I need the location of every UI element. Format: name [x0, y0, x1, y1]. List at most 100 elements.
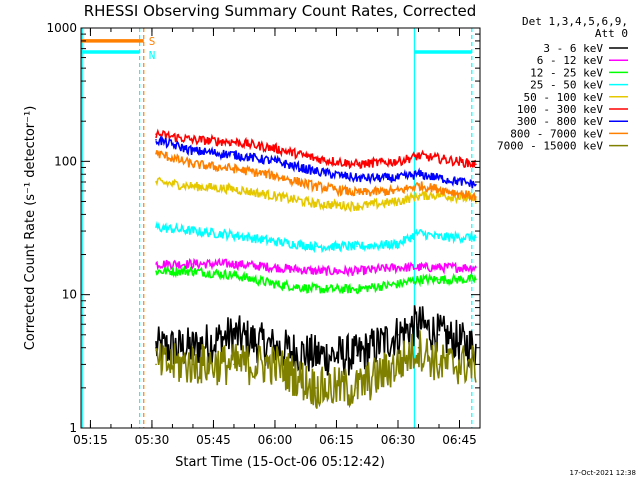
- series-point: [417, 173, 420, 176]
- series-point: [233, 234, 235, 236]
- series-25-50-kev: [155, 220, 477, 254]
- series-point: [417, 195, 420, 197]
- series-point: [397, 243, 399, 245]
- series-point: [417, 155, 420, 157]
- y-tick-label: 100: [54, 154, 77, 168]
- series-point: [438, 177, 440, 179]
- flag-annotation: N: [149, 49, 156, 62]
- series-point: [233, 274, 235, 276]
- series-point: [475, 236, 477, 238]
- series-point: [155, 139, 157, 141]
- plot-frame: [80, 27, 481, 429]
- series-100-300-kev: [155, 128, 477, 170]
- series-point: [192, 263, 194, 265]
- series-point: [438, 363, 440, 366]
- series-line: [155, 257, 477, 278]
- series-point: [356, 177, 358, 179]
- series-point: [356, 205, 358, 208]
- series-6-12-kev: [155, 257, 477, 278]
- series-line: [155, 263, 477, 295]
- series-point: [438, 157, 440, 160]
- series-point: [417, 346, 420, 349]
- series-12-25-kev: [155, 263, 477, 295]
- series-point: [315, 288, 317, 290]
- series-point: [274, 283, 276, 285]
- series-point: [356, 163, 358, 166]
- legend-label: 800 - 7000 keV: [510, 127, 603, 140]
- series-point: [397, 266, 399, 269]
- series-point: [155, 152, 157, 155]
- series-point: [233, 153, 235, 156]
- legend-label: 25 - 50 keV: [530, 79, 603, 92]
- y-tick-label: 1000: [46, 21, 77, 35]
- series-line: [155, 220, 477, 254]
- series-point: [274, 147, 276, 150]
- series-point: [155, 363, 157, 366]
- legend-label: 6 - 12 keV: [537, 54, 604, 67]
- footer-timestamp: 17-Oct-2021 12:38: [570, 469, 636, 477]
- series-point: [397, 283, 399, 285]
- series-point: [274, 346, 276, 349]
- legend-label: 300 - 800 keV: [517, 115, 603, 128]
- series-point: [233, 334, 235, 336]
- series-point: [397, 200, 399, 203]
- y-tick-label: 1: [69, 421, 77, 435]
- series-point: [192, 185, 194, 188]
- series-line: [155, 128, 477, 170]
- series-point: [315, 203, 317, 205]
- series-point: [274, 174, 276, 177]
- x-tick-label: 05:30: [135, 433, 170, 447]
- legend-label: 12 - 25 keV: [530, 66, 603, 79]
- series-point: [438, 266, 440, 269]
- series-point: [315, 245, 317, 248]
- series-300-800-kev: [155, 135, 477, 189]
- series-point: [417, 323, 420, 326]
- flag-annotation: S: [149, 35, 156, 48]
- x-tick-label: 05:45: [196, 433, 231, 447]
- series-point: [192, 139, 194, 141]
- series-point: [274, 240, 276, 243]
- series-point: [315, 170, 317, 173]
- series-point: [356, 270, 358, 272]
- series-point: [274, 266, 276, 269]
- series-point: [356, 288, 358, 290]
- series-point: [438, 334, 440, 336]
- legend-label: 7000 - 15000 keV: [497, 140, 603, 153]
- series-point: [397, 334, 399, 336]
- series-point: [155, 133, 157, 135]
- series-point: [475, 266, 477, 269]
- series-line: [155, 135, 477, 189]
- x-tick-label: 06:00: [258, 433, 293, 447]
- series-point: [274, 195, 276, 197]
- legend-header: Att 0: [595, 27, 628, 40]
- series-point: [155, 226, 157, 229]
- axes: 05:15 05:30 05:45 06:00 06:15 06:30 06:45 1 10 10…: [46, 21, 481, 447]
- series-point: [233, 263, 235, 265]
- series-point: [356, 192, 358, 194]
- series-point: [155, 181, 157, 183]
- y-axis-label: Corrected Count Rate (s⁻¹ detector⁻¹): [23, 106, 38, 351]
- series-point: [233, 363, 235, 366]
- series-line: [155, 176, 477, 213]
- series-point: [438, 194, 440, 196]
- series-point: [274, 160, 276, 163]
- series-point: [438, 278, 440, 281]
- series-point: [417, 232, 420, 234]
- series-point: [315, 270, 317, 272]
- series-point: [397, 363, 399, 366]
- x-tick-label: 06:30: [381, 433, 416, 447]
- series-line: [155, 149, 477, 203]
- series-point: [233, 167, 235, 170]
- series-point: [356, 387, 358, 389]
- series-point: [192, 363, 194, 366]
- chart-title: RHESSI Observing Summary Count Rates, Co…: [84, 2, 477, 20]
- series-point: [475, 196, 477, 198]
- series-50-100-kev: [155, 176, 477, 213]
- series-point: [233, 188, 235, 190]
- series-point: [315, 354, 317, 357]
- series-point: [315, 157, 317, 160]
- series-point: [397, 190, 399, 192]
- legend-label: 3 - 6 keV: [543, 42, 603, 55]
- legend-label: 100 - 300 keV: [517, 103, 603, 116]
- series-point: [356, 245, 358, 248]
